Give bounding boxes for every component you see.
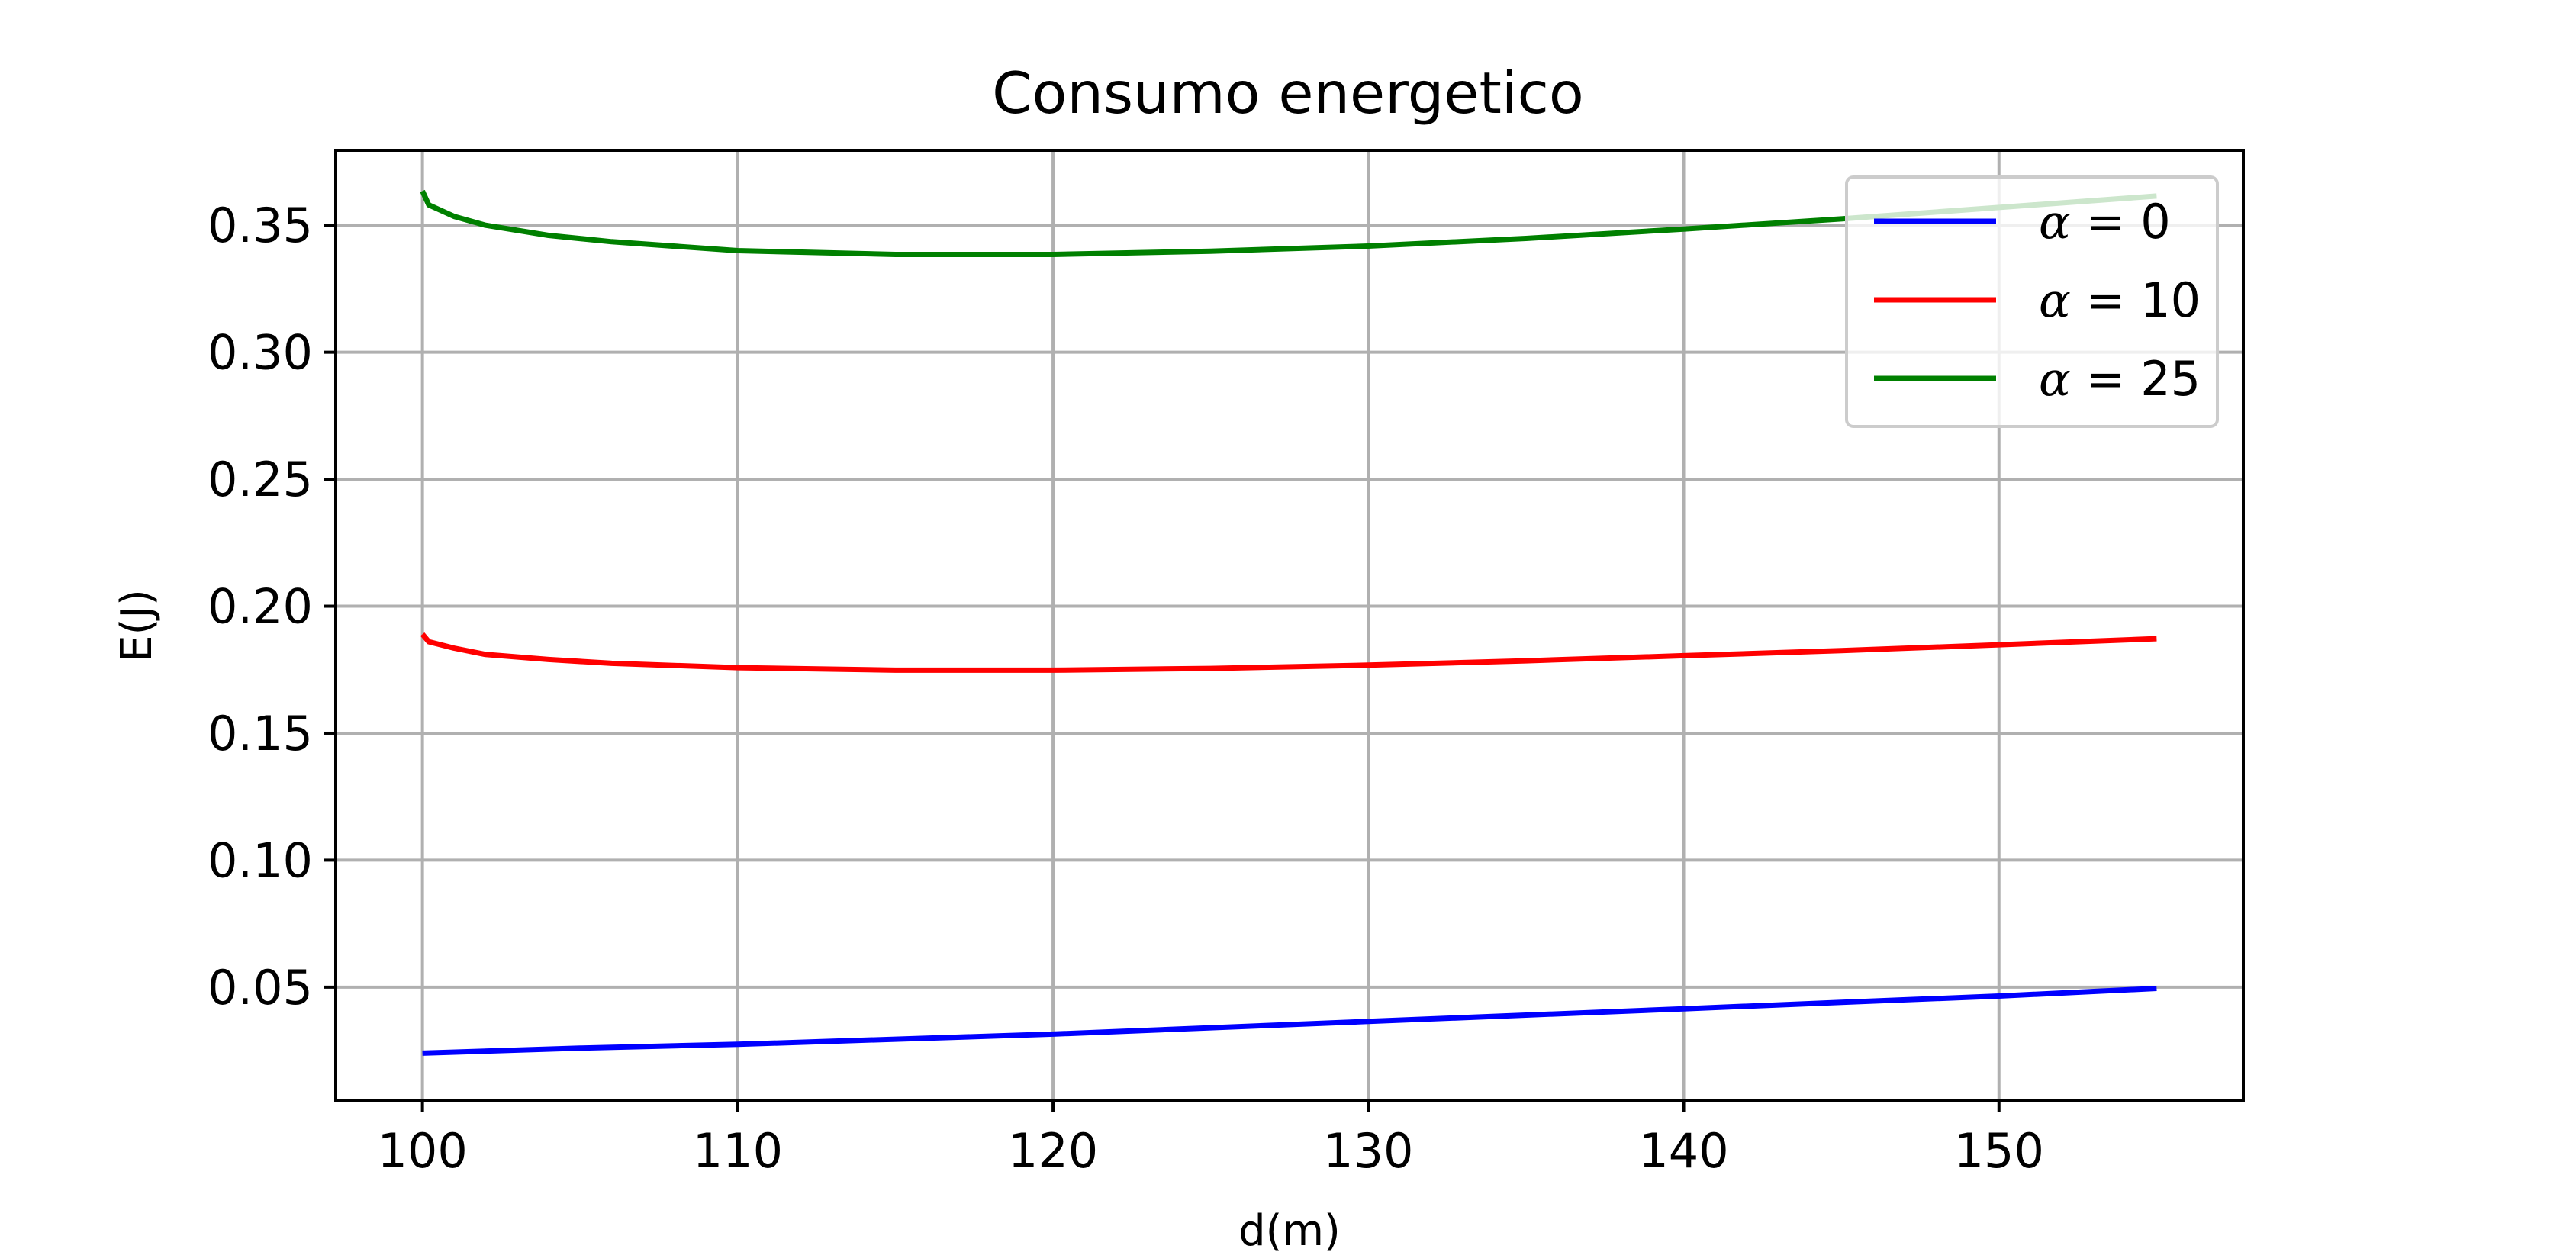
legend-value: = 25 xyxy=(2071,351,2201,407)
y-tick-label: 0.15 xyxy=(208,706,313,761)
y-tick-label: 0.30 xyxy=(208,325,313,381)
chart-title: Consumo energetico xyxy=(992,60,1584,127)
plot-area-frame xyxy=(334,149,2245,1102)
legend-label-alpha-10: α = 10 xyxy=(2039,272,2201,328)
x-axis-ticks: 100 110 120 130 140 150 xyxy=(377,1100,2044,1179)
series-line-alpha-10 xyxy=(420,632,2157,673)
y-tick-label: 0.25 xyxy=(208,452,313,507)
legend-box xyxy=(1845,175,2219,428)
y-axis-ticks: 0.05 0.10 0.15 0.20 0.25 0.30 0.35 xyxy=(208,198,336,1015)
alpha-symbol: α xyxy=(2039,272,2071,328)
alpha-symbol: α xyxy=(2039,194,2071,249)
legend-value: = 0 xyxy=(2071,194,2171,249)
x-tick-label: 150 xyxy=(1954,1123,2044,1179)
y-tick-label: 0.35 xyxy=(208,198,313,253)
y-axis-label: E(J) xyxy=(112,589,162,662)
y-tick-label: 0.05 xyxy=(208,960,313,1015)
x-tick-label: 120 xyxy=(1008,1123,1098,1179)
y-tick-label: 0.20 xyxy=(208,579,313,635)
x-tick-label: 100 xyxy=(377,1123,467,1179)
x-tick-label: 110 xyxy=(693,1123,783,1179)
series-lines xyxy=(420,189,2157,1056)
x-axis-label: d(m) xyxy=(1238,1206,1341,1252)
y-tick-label: 0.10 xyxy=(208,832,313,888)
x-tick-label: 130 xyxy=(1323,1123,1413,1179)
series-line-alpha-25 xyxy=(420,189,2157,257)
series-line-alpha-0 xyxy=(422,986,2157,1056)
legend-label-alpha-25: α = 25 xyxy=(2039,351,2201,407)
legend-entries: α = 0α = 10α = 25 xyxy=(1874,194,2201,407)
legend-value: = 10 xyxy=(2071,272,2201,328)
alpha-symbol: α xyxy=(2039,351,2071,407)
legend: α = 0α = 10α = 25 xyxy=(1845,175,2219,428)
legend-label-alpha-0: α = 0 xyxy=(2039,194,2171,249)
x-tick-label: 140 xyxy=(1638,1123,1728,1179)
